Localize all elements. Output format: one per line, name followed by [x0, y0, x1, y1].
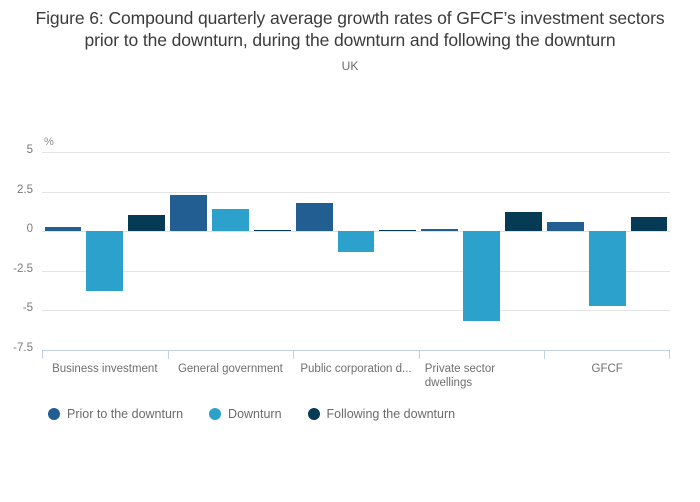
- x-axis-tick-separator: [42, 350, 43, 359]
- chart-legend: Prior to the downturn Downturn Following t…: [48, 407, 455, 421]
- x-axis-ticks: Business investment General government Pub…: [42, 350, 670, 396]
- bar[interactable]: [546, 221, 584, 232]
- bar-slot: [251, 152, 293, 350]
- legend-marker-icon: [209, 408, 222, 420]
- legend-label: Following the downturn: [326, 407, 456, 421]
- bar-group: [419, 152, 545, 350]
- legend-label: Downturn: [228, 407, 282, 421]
- x-axis-tick-separator: [293, 350, 295, 359]
- bar-slot: [293, 152, 335, 350]
- y-axis-tick-label: 5: [26, 144, 33, 156]
- legend-label: Prior to the downturn: [67, 407, 184, 421]
- legend-marker-icon: [307, 408, 320, 420]
- x-axis-tick: Private sector dwellings: [418, 350, 545, 396]
- bar-slot: [168, 152, 210, 350]
- y-axis-tick-label: 0: [26, 223, 33, 236]
- x-axis-tick-label: Business investment: [52, 363, 158, 375]
- bar-group: [293, 152, 419, 350]
- bar-group: [168, 152, 294, 350]
- x-axis-tick-label: GFCF: [591, 363, 623, 375]
- y-axis-tick-label: -7.5: [13, 342, 33, 354]
- bar[interactable]: [379, 229, 417, 232]
- bar[interactable]: [630, 216, 668, 232]
- bar-groups: [42, 152, 670, 350]
- gridline: [42, 191, 670, 193]
- bar-slot: [84, 152, 126, 350]
- y-axis-tick-label: 2.5: [17, 183, 33, 196]
- bar[interactable]: [170, 194, 207, 232]
- x-axis-tick-label: General government: [177, 363, 283, 375]
- x-axis-tick: Business investment: [42, 350, 168, 396]
- bar[interactable]: [295, 203, 333, 232]
- bar[interactable]: [211, 209, 249, 232]
- bar-slot: [419, 152, 461, 350]
- x-axis-tick-separator: [544, 350, 546, 359]
- gridline: [42, 310, 670, 312]
- x-axis-line: [42, 350, 670, 351]
- bar[interactable]: [337, 231, 375, 252]
- bar-slot: [42, 152, 84, 350]
- x-axis-tick-label: Public corporation d...: [300, 363, 412, 375]
- legend-item[interactable]: Following the downturn: [307, 407, 456, 421]
- legend-item[interactable]: Prior to the downturn: [48, 407, 183, 421]
- bar[interactable]: [86, 231, 124, 291]
- x-axis-tick-separator: [418, 350, 420, 359]
- y-axis-tick-label: -2.5: [13, 262, 33, 275]
- bar[interactable]: [253, 229, 291, 232]
- gridline: [42, 270, 670, 272]
- legend-marker-icon: [48, 408, 60, 420]
- bar-slot: [544, 152, 586, 350]
- chart-title: Figure 6: Compound quarterly average gro…: [35, 8, 665, 50]
- bar-slot: [586, 152, 628, 350]
- bar-group-bars: [419, 152, 545, 350]
- bar-slot: [209, 152, 251, 350]
- y-axis-tick-label: -5: [22, 302, 33, 315]
- x-axis-tick-separator: [167, 350, 169, 359]
- bar[interactable]: [128, 215, 165, 232]
- x-axis-tick-separator: [668, 350, 670, 359]
- bar-group-bars: [168, 152, 294, 350]
- bar-slot: [628, 152, 670, 350]
- bar-group-bars: [293, 152, 419, 350]
- bar-slot: [502, 152, 544, 350]
- x-axis-tick: General government: [167, 350, 294, 396]
- gridline: [42, 152, 670, 153]
- bar[interactable]: [588, 231, 626, 306]
- bar[interactable]: [463, 231, 500, 321]
- x-axis-tick: Public corporation d...: [293, 350, 419, 396]
- bar[interactable]: [421, 228, 459, 232]
- bar-group-bars: [544, 152, 670, 350]
- chart-subtitle: UK: [341, 59, 359, 73]
- bar-group: [544, 152, 670, 350]
- legend-item[interactable]: Downturn: [209, 407, 282, 421]
- bar-slot: [461, 152, 503, 350]
- bar[interactable]: [504, 212, 542, 232]
- bar[interactable]: [44, 227, 82, 232]
- bar-slot: [377, 152, 419, 350]
- x-axis-tick-label: Private sector dwellings: [424, 363, 496, 389]
- bar-group: [42, 152, 168, 350]
- bar-slot: [335, 152, 377, 350]
- x-axis-tick: GFCF: [544, 350, 670, 396]
- title-block: Figure 6: Compound quarterly average gro…: [24, 7, 676, 73]
- y-axis-unit-label: %: [44, 136, 54, 148]
- bar-group-bars: [42, 152, 168, 350]
- bar-slot: [126, 152, 168, 350]
